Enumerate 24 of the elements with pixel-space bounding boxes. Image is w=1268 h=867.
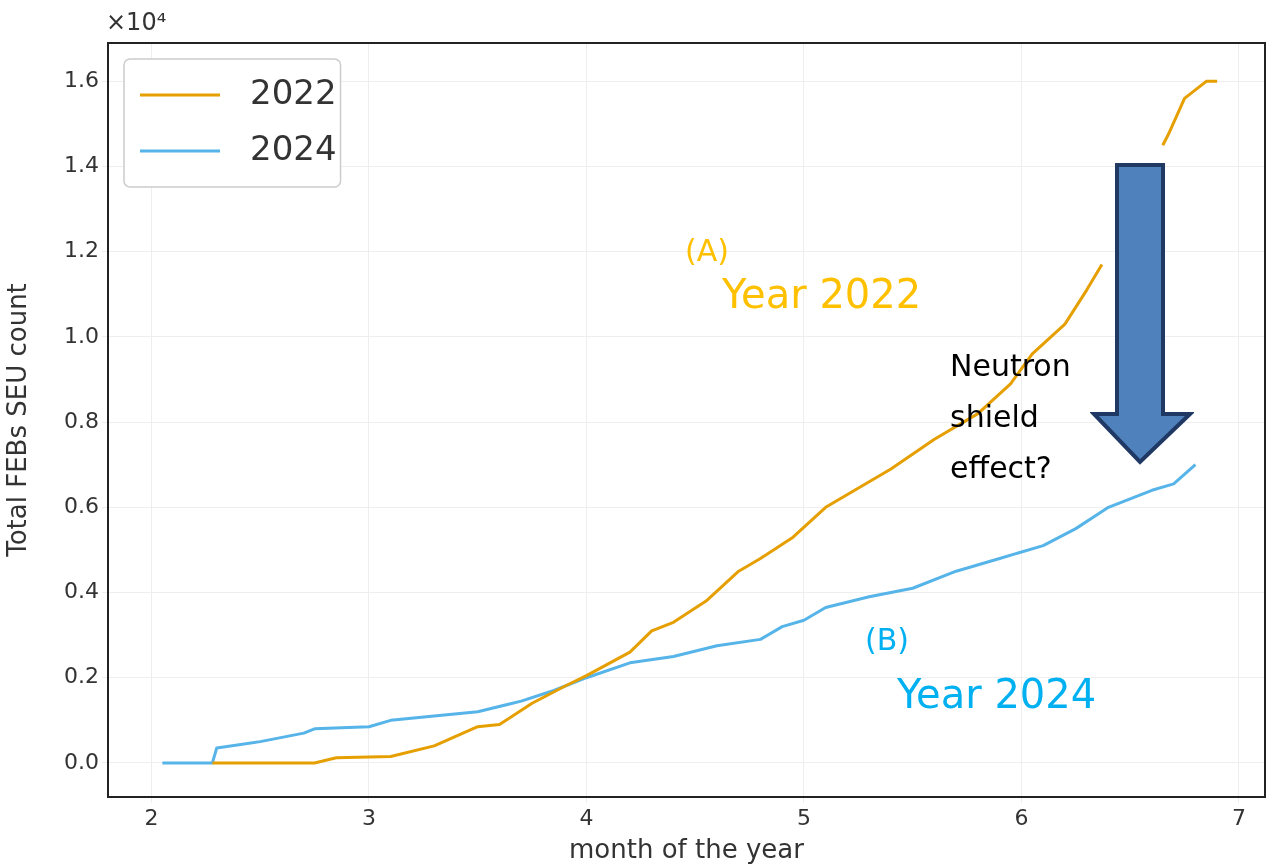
y-tick-label: 1.6 <box>64 67 99 93</box>
x-tick-label: 6 <box>1014 804 1029 830</box>
x-tick-label: 7 <box>1231 804 1246 830</box>
text: ×10⁴ <box>106 8 167 37</box>
y-tick-label: 0.8 <box>64 407 99 433</box>
legend-label: 2022 <box>250 71 337 112</box>
x-tick-label: 3 <box>361 804 376 830</box>
annotation: (A) <box>685 232 729 268</box>
y-axis-title: Total FEBs SEU count <box>2 283 33 558</box>
y-tick-label: 1.2 <box>64 237 99 263</box>
legend-label: 2024 <box>250 127 337 168</box>
x-tick-label: 2 <box>144 804 159 830</box>
y-tick-label: 0.4 <box>64 578 99 604</box>
y-tick-label: 0.0 <box>64 748 99 774</box>
y-tick-label: 0.6 <box>64 493 99 519</box>
annotation: Year 2024 <box>896 671 1097 718</box>
annotation: Year 2022 <box>721 271 922 318</box>
annotation: (B) <box>865 621 909 657</box>
x-axis-title: month of the year <box>569 834 805 865</box>
x-tick-label: 5 <box>796 804 811 830</box>
y-tick-label: 0.2 <box>64 663 99 689</box>
y-tick-label: 1.4 <box>64 152 99 178</box>
x-tick-label: 4 <box>579 804 594 830</box>
y-tick-label: 1.0 <box>64 322 99 348</box>
